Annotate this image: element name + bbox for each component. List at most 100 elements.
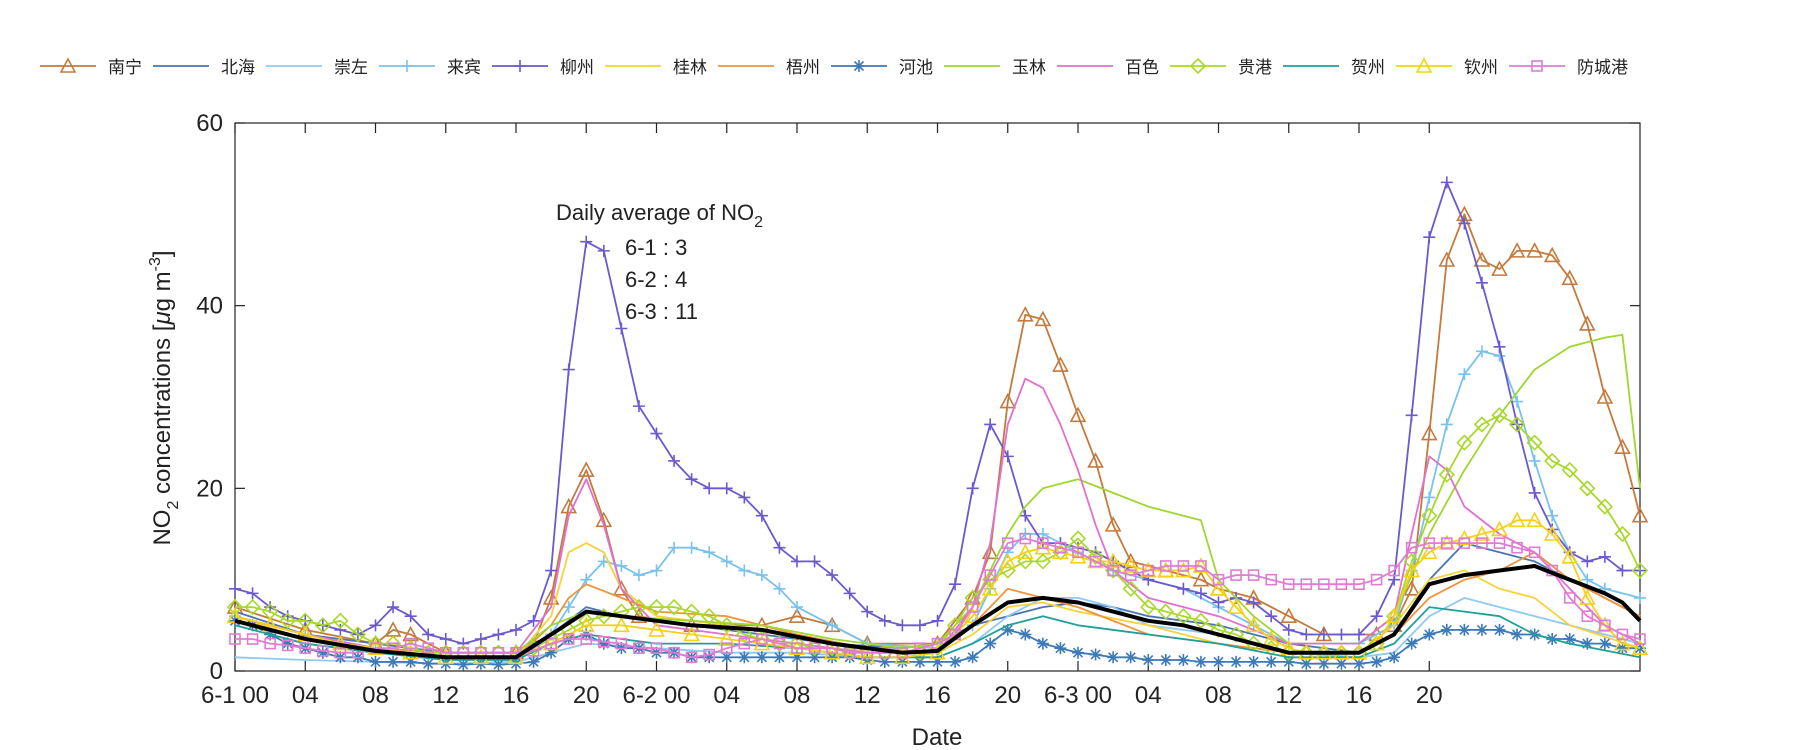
series-13-point <box>1476 537 1488 549</box>
series-0-point <box>1016 306 1034 322</box>
x-tick-label: 20 <box>573 682 600 709</box>
series-10-point <box>1017 553 1034 570</box>
series-2 <box>234 597 1641 665</box>
series-12-point <box>1491 520 1508 537</box>
y-tick-label: 20 <box>196 475 223 502</box>
series-average <box>234 564 1642 660</box>
series-0-point <box>1280 607 1298 624</box>
series-4-point <box>931 614 944 627</box>
series-0-point <box>560 497 578 514</box>
series-10-point <box>1315 644 1333 661</box>
series-9 <box>234 377 1641 654</box>
series-13-point <box>966 601 979 613</box>
series-7-point <box>1036 637 1049 650</box>
y-axis-label-rest: concentrations [ <box>149 324 176 500</box>
series-10-point <box>1473 416 1491 433</box>
series-0-point <box>577 461 595 477</box>
series-10-point <box>1227 626 1245 643</box>
series-3-point <box>791 601 803 614</box>
series-4-point <box>1458 217 1471 230</box>
series-0-point <box>1052 356 1069 372</box>
series-4-point <box>580 235 593 248</box>
legend-label: 贵港 <box>1238 58 1272 77</box>
series-13-point <box>1247 569 1260 581</box>
series-10-point <box>1421 507 1438 524</box>
series-13-point <box>791 642 803 654</box>
series-4-point <box>703 482 716 495</box>
daily-average-annotation: Daily average of NO2 6-1 : 3 6-2 : 4 6-3… <box>556 200 763 324</box>
series-13-point <box>334 646 347 659</box>
series-4-point <box>615 322 628 335</box>
series-13-point <box>1423 537 1436 549</box>
series-13-point <box>1072 546 1084 559</box>
series-0-point <box>1104 516 1122 532</box>
series-7-point <box>492 658 505 671</box>
series-7-point <box>1089 648 1102 661</box>
y-axis-label: NO2 concentrations [μg m-3] <box>147 250 182 545</box>
series-13 <box>229 532 1646 664</box>
series-4-point <box>1581 555 1594 568</box>
series-4-point <box>668 454 681 467</box>
series-7-point <box>878 655 891 668</box>
series-12-point <box>1596 616 1614 633</box>
series-group <box>226 176 1649 671</box>
series-7-point <box>984 637 997 650</box>
series-7-point <box>1370 655 1383 668</box>
series-3-point <box>1546 509 1559 522</box>
series-13-point <box>1335 578 1348 591</box>
series-13-point <box>246 633 259 645</box>
series-13-point <box>633 642 645 654</box>
series-4-point <box>773 541 786 554</box>
series-3-point <box>826 619 839 632</box>
legend-label: 柳州 <box>560 58 594 77</box>
series-0-point <box>1034 310 1052 327</box>
series-7-point <box>966 651 979 664</box>
series-7-point <box>457 658 470 671</box>
series-12-point <box>1122 557 1140 573</box>
x-tick-label: 16 <box>503 682 530 709</box>
y-tick-label: 0 <box>210 658 223 685</box>
series-13-point <box>756 633 768 645</box>
series-12-point <box>1473 525 1491 541</box>
series-4-point <box>229 582 241 595</box>
y-axis-label-exp: -3 <box>147 257 164 271</box>
series-0-point <box>1578 315 1596 331</box>
series-7-point <box>369 655 382 668</box>
series-10-point <box>349 626 367 643</box>
series-7-point <box>1159 654 1172 667</box>
series-12-point <box>1526 511 1543 528</box>
series-10-point <box>314 617 331 634</box>
series-4-point <box>1616 564 1629 577</box>
series-13-point <box>703 648 715 661</box>
series-4-point <box>826 569 839 582</box>
series-3-point <box>703 546 716 559</box>
series-7-point <box>1598 637 1611 650</box>
series-7-point <box>1475 623 1488 636</box>
series-7-point <box>1230 655 1243 668</box>
series-13-point <box>1405 541 1418 554</box>
series-13-point <box>1563 592 1576 604</box>
series-7-point <box>1072 646 1084 659</box>
series-13-point <box>598 635 610 648</box>
series-13-point <box>1124 569 1137 581</box>
series-12-point <box>1631 639 1649 655</box>
series-4-point <box>545 564 558 577</box>
series-0-line <box>234 213 1641 654</box>
series-4-point <box>966 482 979 495</box>
series-0-point <box>630 607 648 624</box>
series-7-point <box>1563 633 1576 646</box>
series-13-point <box>281 639 294 652</box>
series-4-point <box>685 473 698 486</box>
series-7-point <box>387 655 400 668</box>
legend-label: 钦州 <box>1464 58 1498 77</box>
series-10-point <box>244 598 261 616</box>
series-4-point <box>1019 509 1032 522</box>
series-10-point <box>1403 553 1420 570</box>
series-13-point <box>422 642 434 654</box>
series-7-point <box>1194 655 1207 668</box>
series-3-point <box>668 541 681 554</box>
series-3-point <box>632 569 645 582</box>
series-7-point <box>931 655 944 668</box>
series-10-point <box>1526 434 1543 451</box>
series-average-line <box>234 564 1642 660</box>
